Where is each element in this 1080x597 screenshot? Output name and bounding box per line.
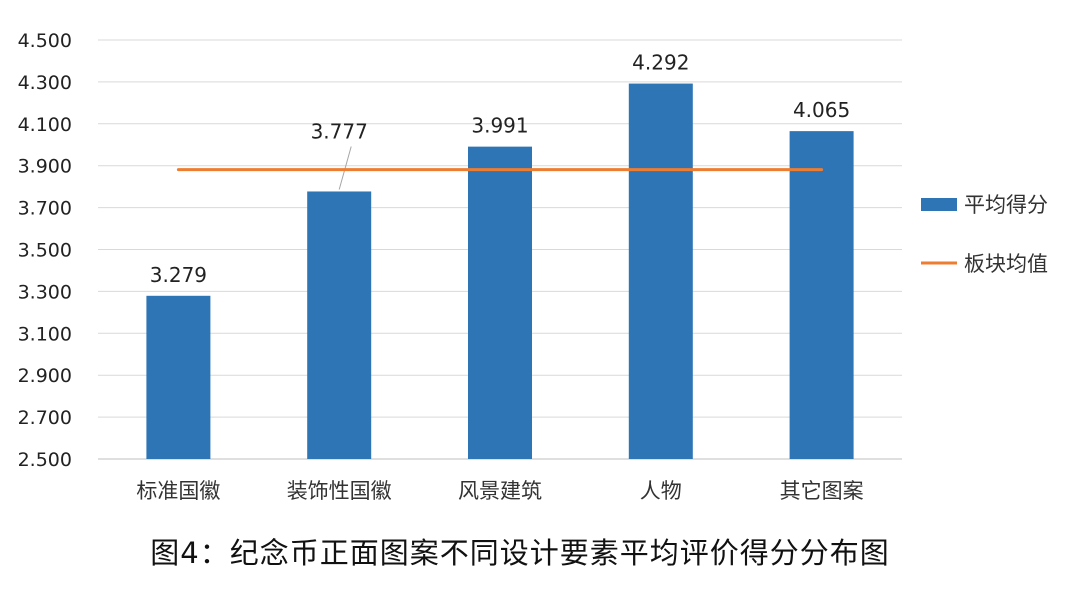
legend-label: 平均得分 [964,193,1048,217]
y-tick-label: 2.900 [18,365,72,387]
x-axis-categories: 标准国徽 装饰性国徽 风景建筑 人物 其它图案 [136,479,863,503]
legend-swatch-bar [921,198,957,211]
data-labels: 3.279 3.777 3.991 4.292 4.065 [150,51,850,287]
data-label-leaders [338,146,352,190]
data-label-leader-line [338,146,352,190]
y-tick-label: 2.500 [18,449,72,471]
data-label: 4.065 [793,98,850,122]
y-tick-label: 4.300 [18,72,72,94]
x-category-label: 标准国徽 [136,479,220,503]
bar-chart: 2.500 2.700 2.900 3.100 3.300 3.500 3.700 3.900… [18,30,1048,503]
figure-caption: 图4：纪念币正面图案不同设计要素平均评价得分分布图 [150,536,890,570]
y-tick-label: 3.700 [18,198,72,220]
y-tick-label: 2.700 [18,407,72,429]
x-category-label: 装饰性国徽 [287,479,392,503]
data-label: 4.292 [632,51,689,75]
data-label: 3.777 [311,119,368,143]
y-tick-label: 4.500 [18,30,72,52]
bar [468,146,532,459]
data-label: 3.991 [471,114,528,138]
y-tick-label: 3.500 [18,240,72,262]
bar [307,191,372,459]
x-category-label: 风景建筑 [458,479,542,503]
y-axis-ticks: 2.500 2.700 2.900 3.100 3.300 3.500 3.700 3.900… [18,30,72,471]
bar [146,295,211,459]
bar-series [146,83,854,460]
x-category-label: 人物 [640,479,682,503]
x-category-label: 其它图案 [780,479,864,503]
y-tick-label: 4.100 [18,114,72,136]
bar [628,83,693,460]
y-tick-label: 3.100 [18,323,72,345]
bar [789,131,854,459]
data-label: 3.279 [150,263,207,287]
y-tick-label: 3.300 [18,281,72,303]
legend-label: 板块均值 [964,252,1048,276]
y-tick-label: 3.900 [18,156,72,178]
